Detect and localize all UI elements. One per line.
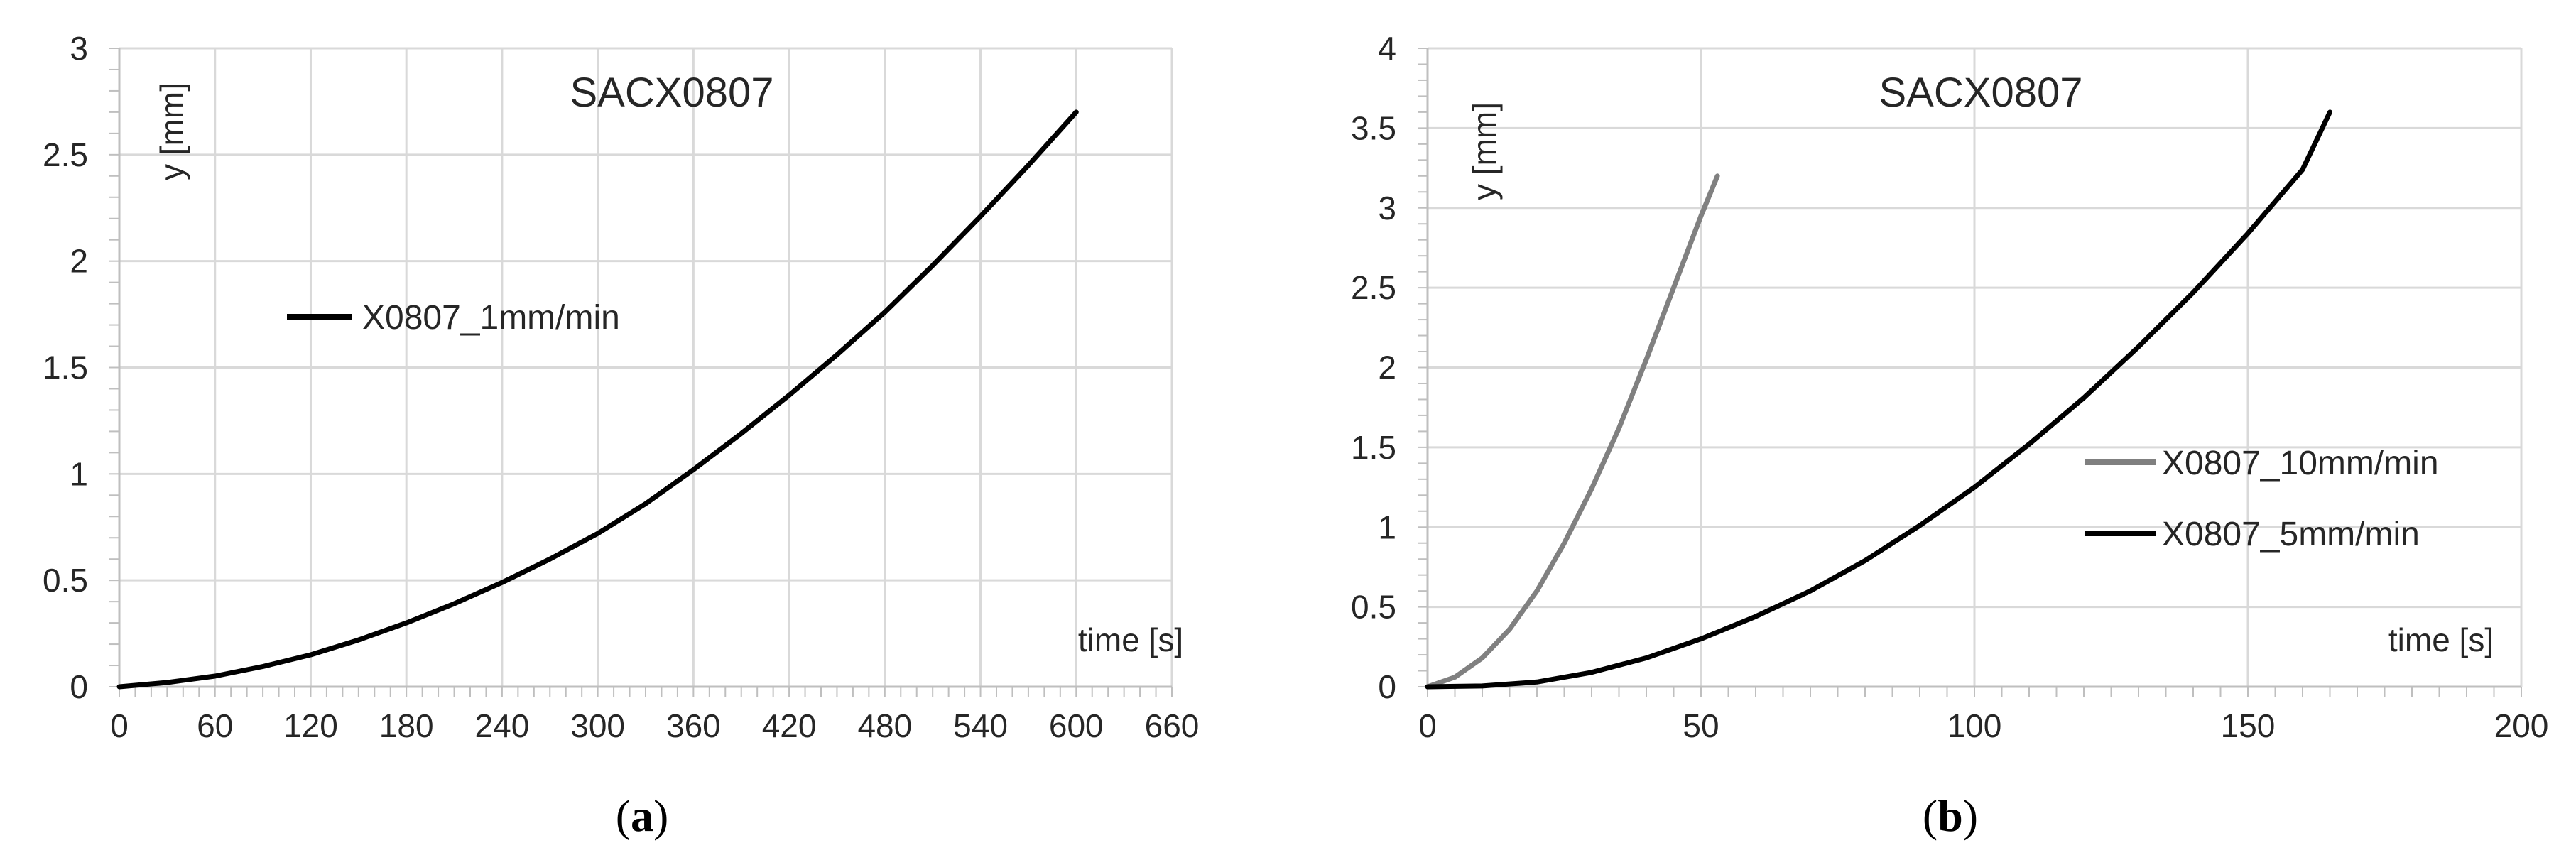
chart-a-y-tick-label: 2 (70, 243, 88, 280)
chart-a-title: SACX0807 (570, 70, 774, 116)
chart-b-legend: X0807_10mm/min X0807_5mm/min (2085, 445, 2439, 553)
chart-a-x-tick-label: 360 (666, 707, 721, 744)
chart-b-y-tick-label: 4 (1378, 30, 1396, 67)
chart-b-x-tick-label: 200 (2494, 707, 2549, 744)
chart-b-x-tick-label: 150 (2221, 707, 2276, 744)
chart-a-y-tick-label: 1 (70, 455, 88, 492)
chart-a-x-tick-label: 480 (857, 707, 912, 744)
chart-b-legend-label-1: X0807_10mm/min (2162, 445, 2439, 482)
chart-b-y-tick-label: 3.5 (1351, 109, 1396, 146)
chart-b-x-tick-label: 0 (1418, 707, 1437, 744)
chart-b-x-tick-label: 100 (1947, 707, 2002, 744)
panel-label-a: (a) (616, 790, 669, 841)
chart-b-y-tick-label: 1.5 (1351, 429, 1396, 466)
chart-a-y-tick-label: 2.5 (43, 136, 88, 173)
chart-a-ylabel: y [mm] (153, 82, 190, 180)
chart-b-y-tick-label: 2.5 (1351, 269, 1396, 306)
chart-a: 0 60 120 180 240 300 360 420 480 540 600 660 0 0.5 1 1.… (43, 30, 1199, 744)
chart-b-title: SACX0807 (1879, 70, 2083, 116)
chart-a-y-tick-label: 0 (70, 668, 88, 705)
chart-a-x-tick-label: 240 (475, 707, 530, 744)
chart-b-series-1-line (1425, 173, 1720, 690)
chart-b-y-tick-label: 2 (1378, 349, 1396, 386)
chart-a-xlabel: time [s] (1078, 621, 1183, 658)
chart-b: 0 50 100 150 200 0 0.5 1 1.5 2 2.5 3 3.5 4 (1351, 30, 2548, 744)
chart-b-ylabel: y [mm] (1466, 102, 1503, 200)
chart-b-series-2-line (1425, 109, 2332, 690)
chart-a-x-tick-label: 120 (283, 707, 338, 744)
chart-a-x-tick-label: 60 (197, 707, 233, 744)
chart-a-y-tick-label: 0.5 (43, 562, 88, 599)
chart-b-x-tick-label: 50 (1683, 707, 1719, 744)
chart-a-legend-label-1: X0807_1mm/min (362, 299, 620, 337)
chart-a-x-tick-label: 180 (379, 707, 434, 744)
chart-b-y-tick-label: 0 (1378, 668, 1396, 705)
chart-a-y-tick-label: 3 (70, 30, 88, 67)
chart-a-x-tick-label: 300 (570, 707, 625, 744)
chart-b-y-tick-label: 0.5 (1351, 589, 1396, 626)
chart-a-legend: X0807_1mm/min (287, 299, 620, 337)
chart-b-xlabel: time [s] (2388, 621, 2494, 658)
chart-b-y-tick-label: 1 (1378, 508, 1396, 545)
chart-a-y-tick-label: 1.5 (43, 349, 88, 386)
chart-a-series-1-line (116, 109, 1079, 690)
chart-a-x-tick-label: 600 (1049, 707, 1104, 744)
chart-a-x-tick-label: 420 (762, 707, 817, 744)
chart-a-x-tick-label: 540 (953, 707, 1008, 744)
chart-a-x-tick-label: 660 (1145, 707, 1200, 744)
chart-a-x-tick-label: 0 (110, 707, 129, 744)
panel-label-b: (b) (1923, 790, 1978, 841)
chart-b-legend-label-2: X0807_5mm/min (2162, 516, 2420, 553)
chart-b-y-tick-label: 3 (1378, 190, 1396, 227)
